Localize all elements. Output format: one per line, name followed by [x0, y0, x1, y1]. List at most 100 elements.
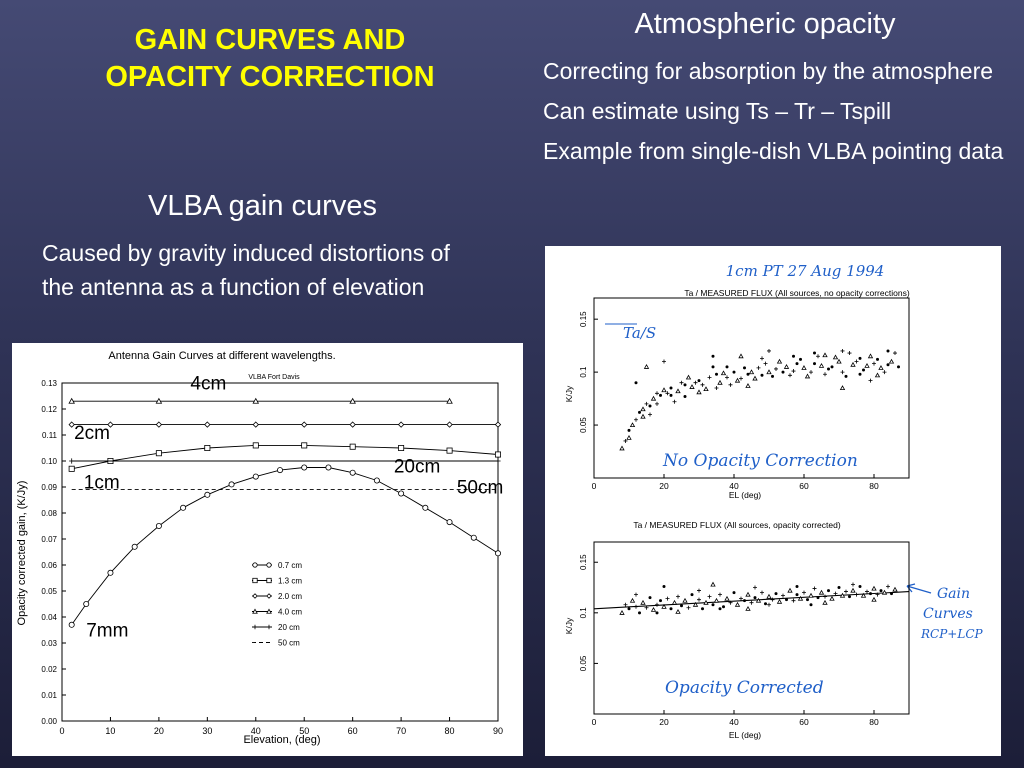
data-point	[818, 362, 825, 368]
data-point	[661, 603, 667, 609]
legend-label: 20 cm	[278, 623, 300, 632]
data-point	[766, 369, 772, 375]
data-point	[655, 401, 659, 406]
gain-curve-line	[593, 591, 910, 610]
data-point	[714, 386, 719, 390]
handwritten-curves-note: Curves	[923, 606, 973, 622]
data-point	[860, 592, 867, 598]
gain-curves-chart-panel: Antenna Gain Curves at different wavelen…	[12, 343, 523, 756]
data-point	[627, 428, 631, 432]
top-x-axis-label: EL (deg)	[729, 490, 761, 500]
wavelength-annotation: 1cm	[84, 472, 120, 493]
chart-subtitle: VLBA Fort Davis	[248, 374, 300, 381]
pointing-data-charts: 1cm PT 27 Aug 1994 Ta / MEASURED FLUX (A…	[564, 262, 983, 740]
legend-marker	[252, 562, 258, 568]
data-point	[822, 599, 828, 605]
data-point	[155, 421, 163, 428]
data-point	[760, 590, 764, 595]
y-tick-label: 0.08	[41, 509, 57, 518]
data-point	[707, 375, 712, 380]
data-point	[752, 375, 758, 381]
data-point	[812, 586, 817, 591]
data-point	[713, 597, 720, 603]
y-tick-label: 0.1	[579, 607, 588, 619]
data-point	[648, 596, 652, 600]
bottom-x-axis-label: EL (deg)	[729, 730, 761, 740]
slide-title-line-2: OPACITY CORRECTION	[105, 61, 435, 93]
data-point	[640, 406, 646, 412]
data-point	[776, 598, 783, 604]
data-point	[774, 592, 778, 596]
slide-title: GAIN CURVES AND OPACITY CORRECTION	[60, 22, 480, 96]
data-point	[867, 353, 874, 359]
data-point	[634, 381, 638, 385]
data-point	[446, 447, 453, 454]
data-point	[839, 385, 846, 391]
data-point	[634, 592, 638, 597]
handwritten-gain-note: Gain	[937, 586, 970, 602]
data-point	[876, 357, 879, 361]
data-point	[697, 597, 701, 602]
data-point	[892, 586, 898, 592]
data-point	[745, 591, 751, 597]
data-point	[629, 597, 636, 603]
data-point	[858, 356, 862, 360]
handwritten-rcp-lcp-note: RCP+LCP	[920, 627, 983, 641]
data-point	[627, 607, 631, 611]
data-point	[756, 365, 761, 370]
data-point	[832, 354, 839, 360]
data-point	[767, 348, 771, 353]
data-point	[890, 592, 893, 596]
data-point	[676, 594, 680, 599]
x-axis-label: Elevation, (deg)	[243, 734, 320, 746]
data-point	[626, 434, 632, 440]
data-point	[893, 351, 897, 356]
legend-marker	[252, 608, 258, 614]
data-point	[349, 397, 356, 404]
data-point	[470, 534, 477, 541]
data-point	[830, 365, 834, 369]
wavelength-annotation: 20cm	[394, 457, 440, 478]
data-point	[446, 397, 453, 404]
data-point	[774, 366, 778, 371]
data-point	[816, 596, 820, 600]
top-chart-title: Ta / MEASURED FLUX (All sources, no opac…	[684, 288, 909, 298]
data-point	[634, 417, 638, 422]
legend-marker	[252, 593, 258, 599]
data-point	[792, 354, 795, 358]
wavelength-annotation: 50cm	[457, 478, 503, 499]
data-point	[724, 595, 730, 601]
opacity-bullet-list: Correcting for absorption by the atmosph…	[543, 55, 1013, 175]
data-point	[746, 372, 750, 376]
data-point	[897, 365, 900, 369]
y-tick-label: 0.15	[579, 311, 588, 327]
data-point	[776, 358, 783, 364]
data-point	[844, 374, 848, 378]
x-tick-label: 30	[202, 726, 212, 736]
data-point	[745, 605, 751, 611]
gain-curves-heading: VLBA gain curves	[148, 190, 377, 222]
y-tick-label: 0.1	[579, 366, 588, 378]
data-point	[155, 397, 163, 404]
data-point	[886, 584, 890, 589]
data-point	[743, 366, 746, 370]
data-point	[771, 374, 774, 378]
bottom-y-axis-label: K/Jy	[564, 617, 574, 634]
data-point	[720, 370, 727, 376]
legend-marker	[266, 593, 272, 599]
data-point	[725, 365, 729, 369]
data-point	[693, 380, 698, 385]
opacity-bullet: Correcting for absorption by the atmosph…	[543, 58, 994, 84]
x-tick-label: 0	[59, 726, 64, 736]
data-point	[697, 379, 701, 383]
y-tick-label: 0.11	[42, 431, 58, 440]
data-point	[804, 373, 811, 379]
y-tick-label: 0.01	[41, 691, 57, 700]
data-point	[228, 481, 235, 488]
data-point	[809, 603, 813, 607]
data-point	[847, 351, 852, 356]
data-point	[872, 361, 876, 366]
data-point	[732, 591, 736, 595]
data-point	[349, 443, 356, 450]
data-point	[494, 451, 501, 458]
